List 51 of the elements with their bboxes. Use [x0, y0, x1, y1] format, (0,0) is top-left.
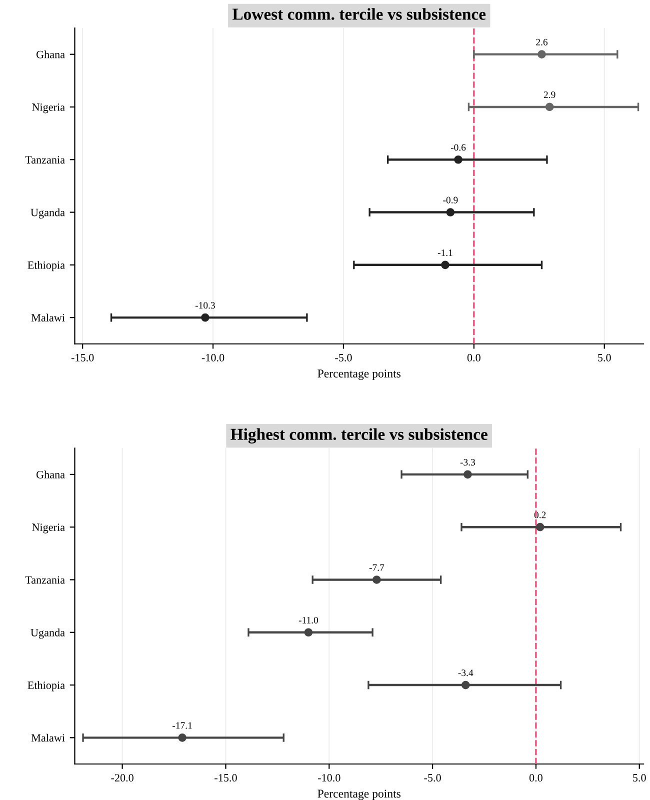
y-tick-label: Tanzania — [25, 156, 65, 164]
data-label: 0.2 — [534, 512, 546, 518]
point — [536, 522, 544, 532]
data-label: 2.6 — [536, 38, 548, 46]
x-axis-title: Percentage points — [318, 790, 400, 800]
chart-title: Lowest comm. tercile vs subsistence — [232, 8, 486, 20]
x-tick-label: -20.0 — [111, 774, 134, 782]
data-label: -0.6 — [450, 144, 466, 151]
x-tick-label: 0.0 — [529, 774, 542, 782]
point — [178, 734, 186, 742]
y-tick-label: Uganda — [30, 208, 65, 219]
y-tick-label: Ghana — [36, 470, 65, 478]
x-tick-label: -10.0 — [318, 774, 340, 782]
y-tick-label: Ghana — [36, 50, 65, 58]
data-label: -17.1 — [172, 722, 192, 729]
point — [304, 628, 313, 637]
point — [372, 576, 381, 584]
data-label: -11.0 — [298, 616, 318, 624]
y-tick-label: Ethiopia — [28, 261, 65, 272]
data-label: -3.3 — [460, 458, 476, 466]
point — [545, 102, 554, 112]
chart-title: Highest comm. tercile vs subsistence — [230, 428, 488, 444]
y-tick-label: Uganda — [30, 628, 65, 639]
y-tick-label: Nigeria — [32, 524, 65, 534]
x-axis-title: Percentage points — [318, 370, 400, 380]
point — [446, 208, 455, 216]
y-tick-label: Nigeria — [32, 103, 65, 114]
point — [201, 313, 210, 322]
data-label: 2.9 — [544, 92, 556, 98]
data-label: -0.9 — [443, 196, 458, 204]
data-label: -10.3 — [195, 302, 215, 309]
y-tick-label: Malawi — [31, 734, 65, 742]
point — [464, 470, 472, 479]
point — [461, 680, 470, 690]
point — [441, 260, 450, 270]
x-tick-label: -15.0 — [71, 354, 94, 362]
x-tick-label: -15.0 — [214, 774, 237, 782]
data-label: -3.4 — [458, 670, 474, 676]
data-label: -7.7 — [369, 564, 384, 571]
x-tick-label: 5.0 — [598, 354, 611, 362]
y-tick-label: Ethiopia — [28, 681, 65, 692]
x-tick-label: 0.0 — [467, 354, 480, 362]
point — [454, 155, 462, 164]
data-label: -1.1 — [438, 249, 452, 256]
x-tick-label: 5.0 — [633, 774, 646, 782]
y-tick-label: Malawi — [31, 314, 65, 322]
y-tick-label: Tanzania — [25, 576, 65, 584]
x-tick-label: -10.0 — [202, 354, 224, 362]
point — [538, 50, 546, 58]
x-tick-label: -5.0 — [335, 354, 352, 362]
x-tick-label: -5.0 — [424, 774, 441, 782]
